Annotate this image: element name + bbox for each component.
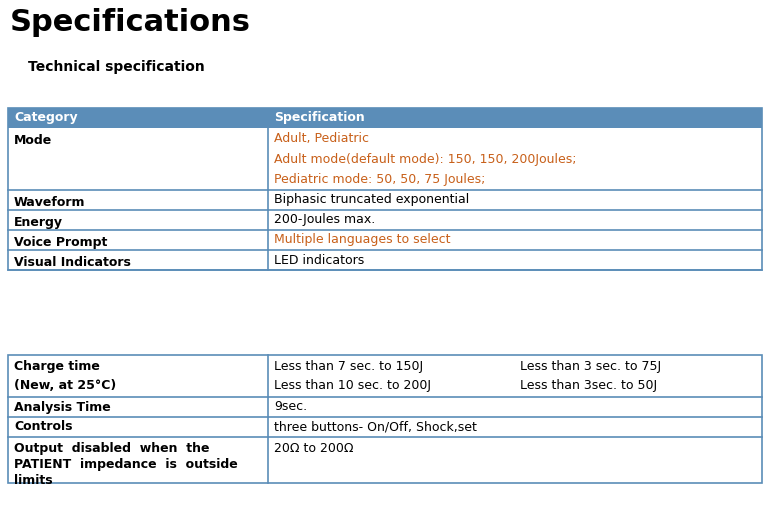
Text: Controls: Controls [14,420,73,434]
Text: Adult, Pediatric: Adult, Pediatric [274,132,369,145]
Bar [8,355,762,483]
Text: LED indicators: LED indicators [274,254,364,267]
Text: Multiple languages to select: Multiple languages to select [274,234,451,246]
Bar [8,108,762,270]
Text: Voice Prompt: Voice Prompt [14,236,107,249]
Text: limits: limits [14,474,52,487]
Text: 200-Joules max.: 200-Joules max. [274,213,375,227]
Text: Mode: Mode [14,134,52,147]
Text: Pediatric mode: 50, 50, 75 Joules;: Pediatric mode: 50, 50, 75 Joules; [274,173,486,186]
Text: Waveform: Waveform [14,196,86,209]
Text: Technical specification: Technical specification [28,60,205,74]
Text: Less than 3sec. to 50J: Less than 3sec. to 50J [520,379,657,392]
Text: Category: Category [14,112,78,124]
Text: (New, at 25°C): (New, at 25°C) [14,379,117,392]
Text: Specifications: Specifications [10,8,251,37]
Text: 20Ω to 200Ω: 20Ω to 200Ω [274,442,354,455]
Text: Visual Indicators: Visual Indicators [14,256,131,269]
Text: three buttons- On/Off, Shock,set: three buttons- On/Off, Shock,set [274,420,477,434]
Text: Charge time: Charge time [14,360,100,373]
Text: Less than 3 sec. to 75J: Less than 3 sec. to 75J [520,360,661,373]
Text: Adult mode(default mode): 150, 150, 200Joules;: Adult mode(default mode): 150, 150, 200J… [274,153,577,165]
Bar [8,108,762,128]
Text: Energy: Energy [14,216,63,229]
Text: Biphasic truncated exponential: Biphasic truncated exponential [274,194,469,206]
Text: Analysis Time: Analysis Time [14,401,110,413]
Text: 9sec.: 9sec. [274,401,307,413]
Text: Output  disabled  when  the: Output disabled when the [14,442,209,455]
Text: PATIENT  impedance  is  outside: PATIENT impedance is outside [14,458,238,471]
Text: Less than 7 sec. to 150J: Less than 7 sec. to 150J [274,360,423,373]
Text: Specification: Specification [274,112,364,124]
Text: Less than 10 sec. to 200J: Less than 10 sec. to 200J [274,379,431,392]
